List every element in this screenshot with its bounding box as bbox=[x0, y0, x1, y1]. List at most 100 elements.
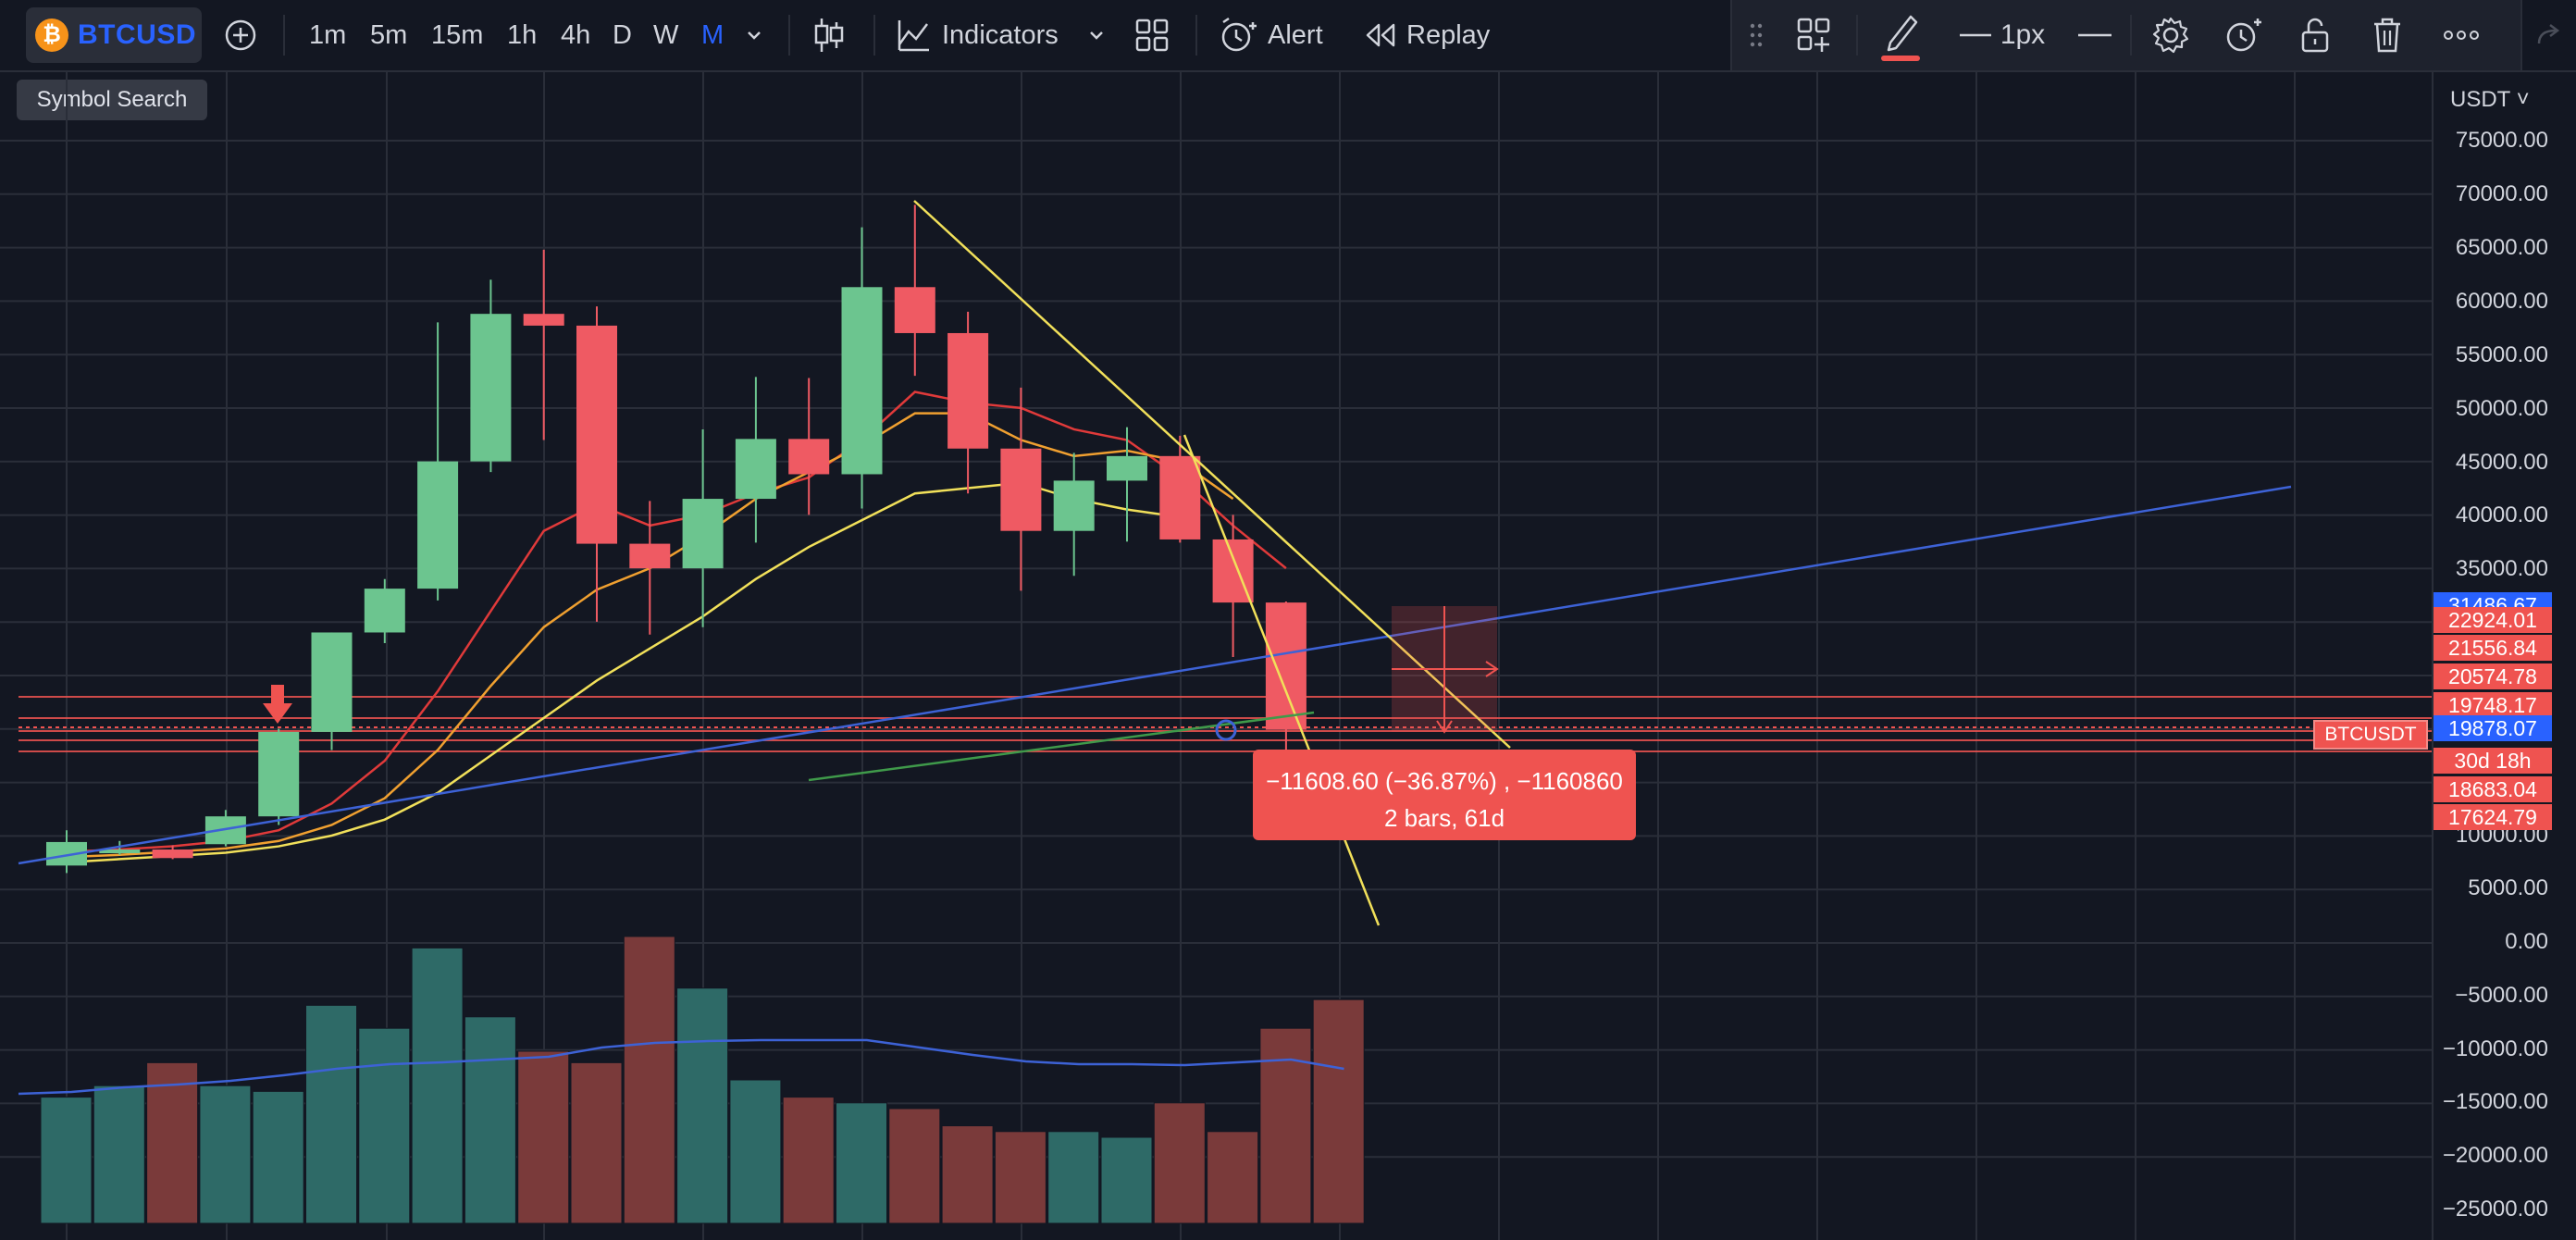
symbol-price-tag: BTCUSDT bbox=[2313, 720, 2428, 750]
add-to-template-button[interactable] bbox=[1782, 0, 1847, 70]
currency-selector[interactable]: USDT ˅ bbox=[2450, 87, 2530, 112]
timeframe-d[interactable]: D bbox=[613, 19, 632, 50]
compare-symbol-button[interactable] bbox=[222, 0, 259, 70]
alert-on-drawing-button[interactable] bbox=[2210, 0, 2276, 70]
price-tick-label: 5000.00 bbox=[2468, 875, 2548, 900]
volume-bar bbox=[305, 1004, 357, 1224]
volume-bar bbox=[623, 936, 675, 1224]
price-tick-label: 55000.00 bbox=[2455, 342, 2548, 367]
price-chart[interactable] bbox=[0, 72, 2434, 1240]
volume-bar bbox=[464, 1016, 516, 1224]
volume-bar bbox=[888, 1108, 941, 1224]
volume-bar bbox=[994, 1131, 1046, 1224]
more-options-button[interactable] bbox=[2428, 0, 2495, 70]
line-width-button[interactable]: 1px bbox=[1947, 0, 2058, 70]
timeframe-m[interactable]: M bbox=[701, 19, 724, 50]
layout-templates-button[interactable] bbox=[1134, 0, 1170, 70]
line-style-icon bbox=[2078, 33, 2112, 37]
arrow-right-icon bbox=[1485, 661, 1499, 677]
price-tick-label: −15000.00 bbox=[2442, 1089, 2548, 1114]
drag-handle[interactable] bbox=[1738, 0, 1775, 70]
candle-body bbox=[1159, 455, 1201, 539]
toolbar-divider bbox=[873, 15, 875, 56]
toolbar-divider bbox=[788, 15, 790, 56]
price-axis[interactable] bbox=[2432, 72, 2576, 1240]
line-style-button[interactable] bbox=[2067, 0, 2123, 70]
redo-icon bbox=[2537, 24, 2560, 44]
candle-body bbox=[523, 314, 564, 326]
indicators-label: Indicators bbox=[942, 19, 1059, 50]
price-tick-label: 60000.00 bbox=[2455, 289, 2548, 314]
settings-button[interactable] bbox=[2137, 0, 2204, 70]
gear-icon bbox=[2152, 17, 2189, 54]
line-color-button[interactable] bbox=[1864, 0, 1938, 70]
alarm-clock-icon bbox=[2226, 19, 2261, 52]
redo-button[interactable] bbox=[2533, 0, 2565, 70]
price-tick-label: 0.00 bbox=[2505, 929, 2548, 954]
indicators-dropdown[interactable] bbox=[1086, 0, 1107, 70]
symbol-search-tooltip: Symbol Search bbox=[17, 80, 207, 120]
indicators-button[interactable]: Indicators bbox=[896, 0, 1059, 70]
bitcoin-icon: ₿ bbox=[35, 19, 68, 52]
alarm-clock-icon bbox=[1221, 17, 1257, 52]
candle-body bbox=[470, 314, 512, 462]
volume-bar bbox=[1100, 1136, 1153, 1224]
measure-tooltip: −11608.60 (−36.87%) , −1160860 2 bars, 6… bbox=[1253, 750, 1636, 840]
timeframe-dropdown[interactable] bbox=[744, 0, 764, 70]
candle-body bbox=[99, 849, 141, 854]
lock-button[interactable] bbox=[2282, 0, 2348, 70]
volume-bar bbox=[570, 1061, 623, 1224]
trend-line-blue bbox=[18, 485, 2292, 865]
measure-change: −11608.60 (−36.87%) , −1160860 bbox=[1266, 767, 1623, 795]
horizontal-levels bbox=[19, 696, 2434, 752]
volume-bar bbox=[941, 1125, 994, 1224]
timeframe-5m[interactable]: 5m bbox=[370, 19, 408, 50]
price-tag: 21556.84 bbox=[2434, 635, 2552, 661]
price-tick-label: −20000.00 bbox=[2442, 1143, 2548, 1168]
price-tick-label: 35000.00 bbox=[2455, 556, 2548, 581]
down-arrow-marker-icon bbox=[263, 703, 292, 724]
toolbar-divider bbox=[1195, 15, 1197, 56]
more-horizontal-icon bbox=[2444, 31, 2479, 40]
volume-bar bbox=[836, 1102, 887, 1224]
symbol-search-button[interactable]: ₿ BTCUSD bbox=[26, 7, 202, 63]
price-tick-label: 65000.00 bbox=[2455, 235, 2548, 260]
pencil-icon bbox=[1881, 15, 1920, 61]
chevron-down-icon bbox=[1090, 31, 1103, 40]
candle-body bbox=[947, 332, 989, 449]
price-tick-label: −10000.00 bbox=[2442, 1036, 2548, 1061]
replay-label: Replay bbox=[1406, 19, 1491, 50]
arrow-down-icon bbox=[1436, 720, 1453, 734]
drawings bbox=[18, 200, 2292, 926]
price-tick-label: 50000.00 bbox=[2455, 396, 2548, 421]
price-tick-label: 75000.00 bbox=[2455, 128, 2548, 153]
volume-bar bbox=[729, 1079, 782, 1224]
volume-bar bbox=[782, 1097, 835, 1224]
candle-body bbox=[629, 543, 671, 569]
volume-bar bbox=[1259, 1027, 1312, 1224]
timeframe-w[interactable]: W bbox=[653, 19, 679, 50]
price-tag: 17624.79 bbox=[2434, 804, 2552, 830]
top-toolbar: ₿ BTCUSD 1m 5m 15m 1h 4h D W M Indi bbox=[0, 0, 2576, 72]
volume-bar bbox=[40, 1097, 93, 1224]
ma-orange-line bbox=[66, 412, 1234, 859]
volume-ma-line bbox=[18, 1038, 1344, 1096]
volume-bar bbox=[1047, 1131, 1100, 1224]
chart-type-button[interactable] bbox=[811, 0, 848, 70]
rewind-icon bbox=[1366, 23, 1395, 47]
currency-label: USDT bbox=[2450, 87, 2510, 112]
arrow-marker-shaft bbox=[271, 685, 284, 705]
volume-bar bbox=[1312, 998, 1365, 1224]
price-tick-label: 70000.00 bbox=[2455, 181, 2548, 206]
candle-body bbox=[788, 439, 830, 475]
timeframe-4h[interactable]: 4h bbox=[561, 19, 591, 50]
replay-button[interactable]: Replay bbox=[1364, 0, 1490, 70]
timeframe-1h[interactable]: 1h bbox=[507, 19, 538, 50]
timeframe-1m[interactable]: 1m bbox=[309, 19, 347, 50]
alert-button[interactable]: Alert bbox=[1218, 0, 1323, 70]
chevron-down-icon bbox=[748, 31, 761, 40]
alert-label: Alert bbox=[1268, 19, 1323, 50]
timeframe-15m[interactable]: 15m bbox=[431, 19, 484, 50]
delete-button[interactable] bbox=[2354, 0, 2421, 70]
candle-body bbox=[417, 461, 459, 589]
